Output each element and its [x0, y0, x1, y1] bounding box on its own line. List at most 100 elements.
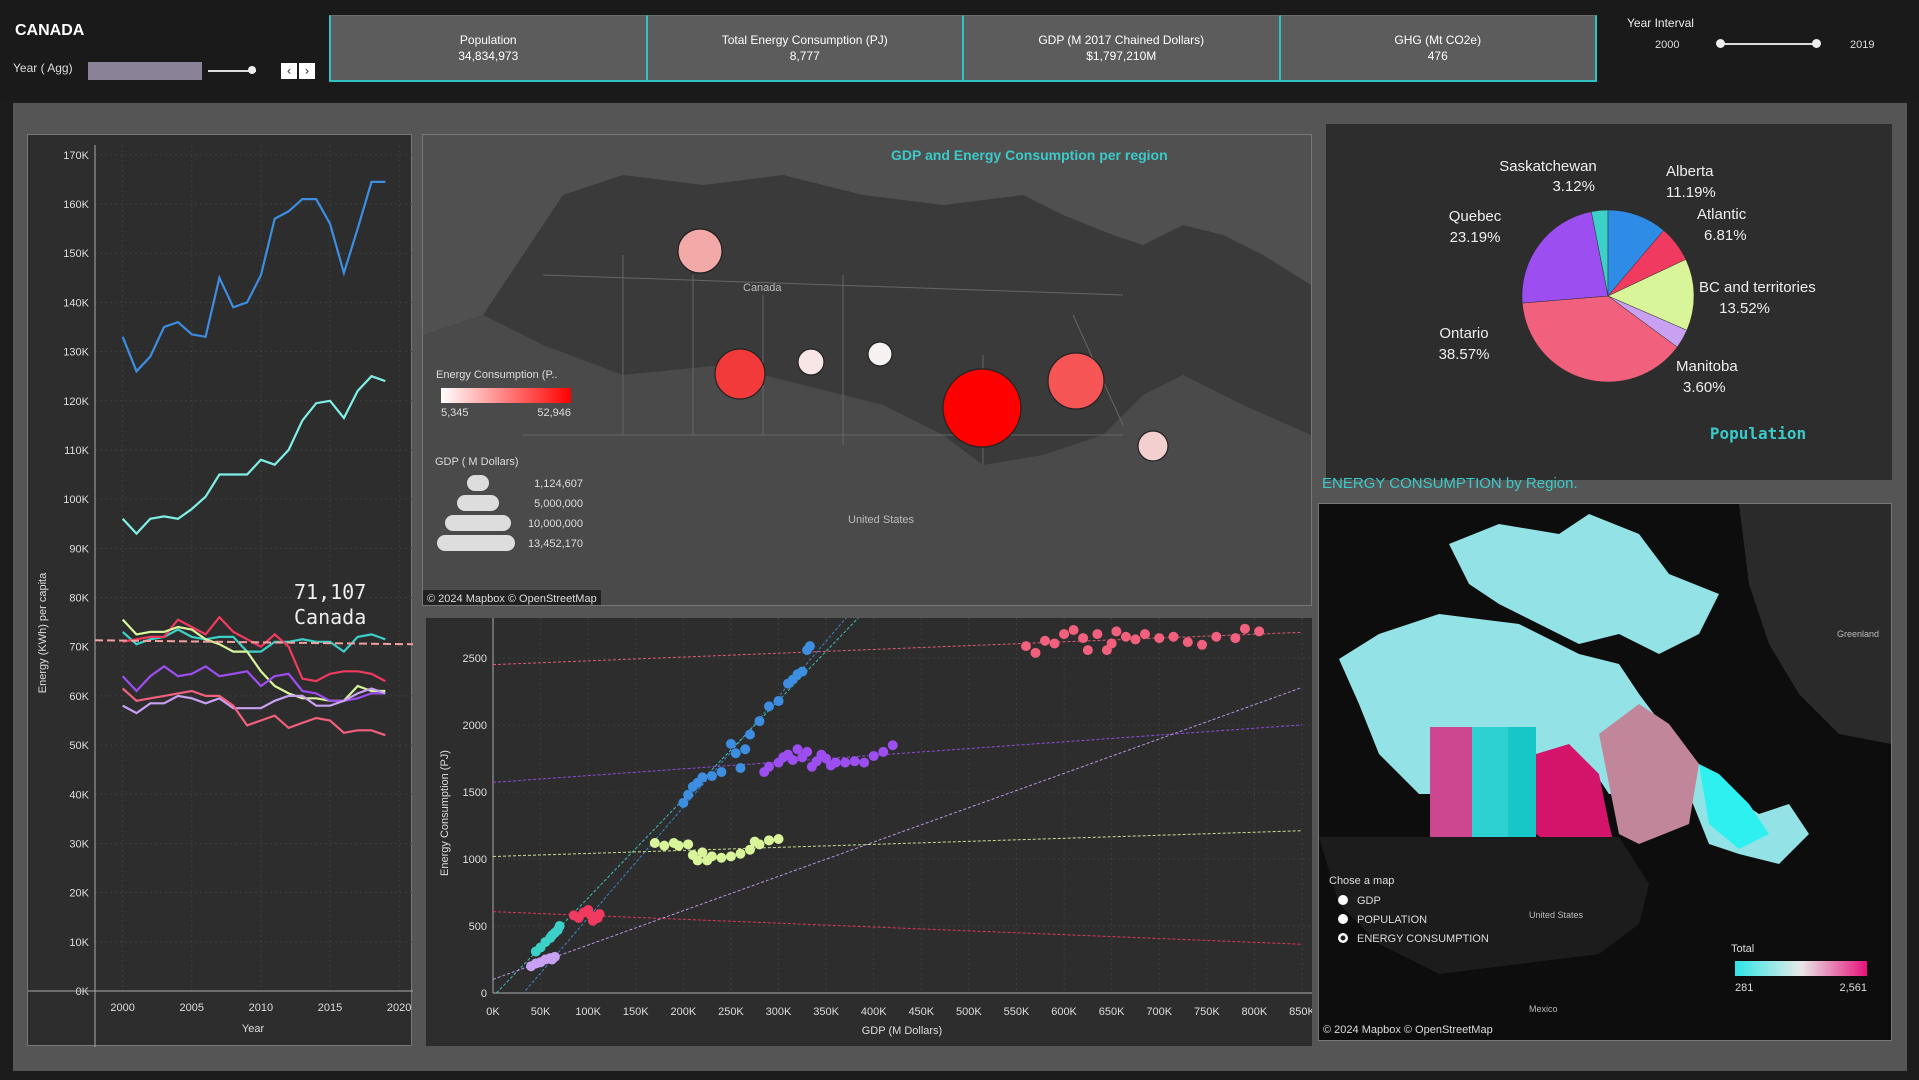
scatter-point[interactable] [1197, 639, 1208, 650]
scatter-point[interactable] [764, 761, 775, 772]
region-quebec[interactable] [1599, 704, 1699, 844]
scatter-point[interactable] [773, 696, 784, 707]
scatter-point[interactable] [1120, 631, 1131, 642]
radio-gdp[interactable] [1338, 895, 1348, 905]
scatter-point[interactable] [764, 835, 775, 846]
scatter-point[interactable] [792, 744, 803, 755]
scatter-point[interactable] [754, 839, 765, 850]
year-interval-slider[interactable] [1720, 43, 1818, 45]
region-atlantic[interactable] [1699, 764, 1769, 849]
line-series[interactable] [121, 687, 386, 737]
scatter-point[interactable] [692, 855, 703, 866]
scatter-point[interactable] [878, 746, 889, 757]
scatter-point[interactable] [730, 748, 741, 759]
scatter-point[interactable] [840, 757, 851, 768]
scatter-point[interactable] [1059, 629, 1070, 640]
pie-slice[interactable] [1607, 259, 1695, 331]
region-bubble[interactable] [797, 348, 825, 376]
gdp-energy-bubble-map[interactable]: Canada United States GDP and Energy Cons… [422, 134, 1312, 606]
scatter-point[interactable] [1040, 635, 1051, 646]
scatter-point[interactable] [706, 851, 717, 862]
scatter-point[interactable] [754, 716, 765, 727]
scatter-point[interactable] [683, 839, 694, 850]
year-interval-start-handle[interactable] [1716, 39, 1725, 48]
scatter-point[interactable] [735, 763, 746, 773]
region-bubble[interactable] [867, 341, 893, 367]
scatter-point[interactable] [1049, 638, 1060, 649]
scatter-point[interactable] [859, 757, 870, 768]
scatter-point[interactable] [1168, 631, 1179, 642]
scatter-point[interactable] [1068, 625, 1079, 636]
region-bubble[interactable] [677, 228, 723, 274]
region-alberta[interactable] [1430, 727, 1472, 837]
scatter-point[interactable] [1020, 641, 1031, 652]
scatter-point[interactable] [649, 838, 660, 848]
scatter-point[interactable] [1211, 631, 1222, 642]
line-series[interactable] [121, 618, 386, 702]
region-bubble[interactable] [942, 368, 1022, 448]
radio-population[interactable] [1338, 914, 1348, 924]
scatter-point[interactable] [804, 641, 815, 652]
scatter-point[interactable] [797, 666, 808, 677]
scatter-point[interactable] [683, 789, 694, 800]
year-slider-track[interactable] [208, 70, 256, 72]
scatter-point[interactable] [740, 744, 751, 755]
scatter-point[interactable] [1154, 633, 1165, 644]
scatter-point[interactable] [1082, 645, 1093, 656]
scatter-point[interactable] [1254, 626, 1265, 637]
scatter-point[interactable] [697, 772, 708, 783]
scatter-point[interactable] [735, 848, 746, 859]
region-bubble[interactable] [1137, 430, 1169, 462]
energy-choropleth-map[interactable]: Greenland United States Mexico Chose a m… [1318, 503, 1892, 1041]
scatter-point[interactable] [787, 754, 798, 765]
scatter-point[interactable] [706, 771, 717, 782]
chevron-left-icon[interactable]: ‹ [281, 63, 297, 79]
map-attribution[interactable]: © 2024 Mapbox © OpenStreetMap [427, 593, 597, 605]
chevron-right-icon[interactable]: › [299, 63, 315, 79]
scatter-point[interactable] [773, 833, 784, 844]
pie-slice[interactable] [1521, 211, 1609, 304]
scatter-point[interactable] [716, 767, 727, 778]
scatter-point[interactable] [744, 844, 755, 855]
scatter-point[interactable] [697, 847, 708, 858]
scatter-point[interactable] [1106, 638, 1117, 649]
scatter-point[interactable] [673, 840, 684, 851]
scatter-point[interactable] [887, 740, 898, 751]
scatter-point[interactable] [725, 738, 736, 749]
scatter-point[interactable] [1078, 633, 1089, 644]
year-interval-end-handle[interactable] [1812, 39, 1821, 48]
scatter-point[interactable] [764, 701, 775, 712]
line-series[interactable] [121, 374, 386, 536]
scatter-point[interactable] [1182, 637, 1193, 648]
region-bubble[interactable] [714, 348, 766, 400]
choropleth-attribution[interactable]: © 2024 Mapbox © OpenStreetMap [1323, 1024, 1493, 1036]
region-manitoba[interactable] [1508, 727, 1536, 837]
scatter-point[interactable] [659, 840, 670, 851]
scatter-point[interactable] [744, 729, 755, 740]
line-series[interactable] [122, 687, 386, 715]
line-series[interactable] [121, 180, 386, 374]
scatter-point[interactable] [716, 852, 727, 863]
scatter-point[interactable] [849, 756, 860, 767]
scatter-point[interactable] [1130, 634, 1141, 645]
scatter-point[interactable] [868, 750, 879, 761]
scatter-point[interactable] [1139, 629, 1150, 640]
region-saskatchewan[interactable] [1472, 727, 1508, 837]
scatter-point[interactable] [725, 851, 736, 862]
pie-slice[interactable] [1522, 295, 1678, 383]
region-bubble[interactable] [1047, 352, 1105, 410]
scatter-point[interactable] [594, 908, 605, 919]
gdp-legend-shape [445, 515, 511, 531]
scatter-point[interactable] [1239, 623, 1250, 634]
scatter-point[interactable] [1030, 647, 1041, 658]
year-slider-thumb[interactable] [248, 66, 256, 74]
scatter-point[interactable] [830, 757, 841, 768]
scatter-point[interactable] [1092, 629, 1103, 640]
scatter-point[interactable] [1230, 633, 1241, 644]
scatter-point[interactable] [549, 951, 560, 962]
scatter-point[interactable] [1111, 626, 1122, 637]
scatter-point[interactable] [554, 921, 565, 932]
scatter-point[interactable] [802, 746, 813, 757]
year-filter-input[interactable] [88, 62, 202, 80]
scatter-point[interactable] [678, 797, 689, 808]
